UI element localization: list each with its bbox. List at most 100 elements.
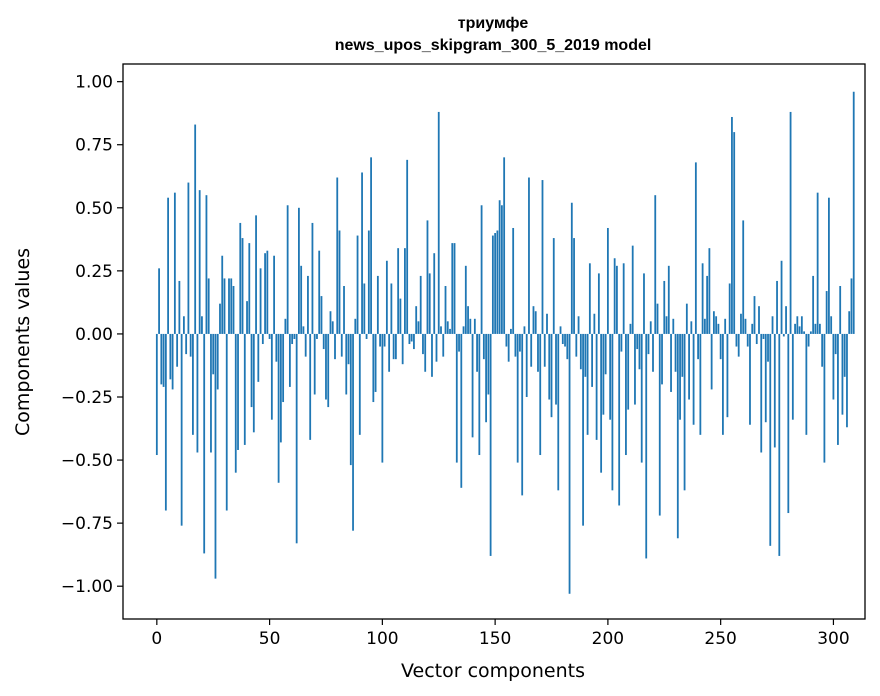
bar <box>839 286 842 334</box>
bar <box>390 283 393 334</box>
bar <box>392 333 395 360</box>
y-tick-label: 0.25 <box>75 262 113 282</box>
bar <box>830 316 833 334</box>
bar <box>591 333 593 387</box>
bar <box>683 333 686 491</box>
x-tick-label: 150 <box>479 629 511 649</box>
bar <box>611 333 614 491</box>
bar <box>528 177 530 334</box>
bar <box>485 333 487 423</box>
bar <box>823 333 826 463</box>
bar <box>261 333 264 345</box>
bar <box>579 333 582 370</box>
bar <box>800 316 803 334</box>
bar <box>507 333 510 362</box>
bar <box>354 318 357 334</box>
bar <box>194 124 197 334</box>
bar <box>219 303 221 334</box>
bar <box>241 238 244 334</box>
bar <box>401 333 404 365</box>
bar <box>298 207 300 334</box>
bar <box>694 162 697 334</box>
bar <box>162 333 165 387</box>
bar <box>640 333 643 463</box>
bar <box>812 275 815 334</box>
bar <box>158 268 160 334</box>
bar <box>503 157 506 334</box>
bar <box>600 333 603 473</box>
bar <box>446 321 449 334</box>
x-tick-label: 200 <box>592 629 624 649</box>
bar <box>737 333 740 357</box>
bar <box>318 250 321 334</box>
bar <box>455 333 458 463</box>
x-tick-label: 0 <box>151 629 162 649</box>
bar <box>667 265 670 334</box>
bar <box>478 333 481 456</box>
bar <box>467 306 469 334</box>
bar <box>347 333 350 365</box>
bar <box>597 273 600 334</box>
plot-frame <box>122 63 866 620</box>
bar <box>187 182 190 334</box>
bar <box>388 333 391 372</box>
bar <box>435 333 438 362</box>
bar <box>701 263 704 334</box>
bar <box>843 333 846 377</box>
bar <box>476 333 478 372</box>
bar <box>252 333 255 433</box>
bar <box>293 333 296 339</box>
x-tick-label: 250 <box>704 629 736 649</box>
bar <box>625 333 627 456</box>
bar <box>469 318 472 334</box>
bar <box>257 333 260 382</box>
bar <box>516 333 519 463</box>
bar <box>196 333 199 453</box>
bar <box>363 283 366 334</box>
bar <box>663 280 666 334</box>
bar <box>433 253 436 334</box>
bar <box>320 296 323 334</box>
bar <box>552 238 555 334</box>
bar <box>809 331 812 334</box>
bar <box>300 265 303 334</box>
bar <box>250 333 253 408</box>
bar <box>381 333 384 463</box>
bar <box>491 235 494 334</box>
bar <box>604 333 607 375</box>
x-axis-ticks: 0 50 100 150 200 250 300 <box>151 619 850 649</box>
bar <box>785 306 787 334</box>
bar <box>311 222 314 334</box>
bar <box>288 333 291 387</box>
bar <box>805 333 808 435</box>
bar <box>546 313 548 334</box>
bar <box>534 311 537 334</box>
bar <box>814 323 817 334</box>
bar <box>631 245 634 334</box>
bar <box>383 333 386 347</box>
bar <box>379 333 381 347</box>
bar <box>198 190 201 334</box>
bar <box>275 333 278 362</box>
bar <box>205 195 208 334</box>
bar <box>708 248 711 334</box>
bar <box>365 333 368 339</box>
bar <box>717 323 720 334</box>
bar <box>424 333 427 372</box>
bar <box>787 333 790 514</box>
bar <box>568 333 571 594</box>
y-axis-label: Components values <box>12 248 34 436</box>
bar <box>771 316 774 334</box>
y-tick-label: −0.50 <box>61 451 113 471</box>
chart-title: триумфе <box>458 15 529 32</box>
bar <box>352 333 354 531</box>
bar <box>685 303 688 334</box>
bar <box>410 333 413 342</box>
bar <box>570 202 573 334</box>
y-tick-label: 0.00 <box>75 325 113 345</box>
bar <box>302 326 305 334</box>
bar <box>841 333 844 415</box>
bar <box>237 333 239 450</box>
